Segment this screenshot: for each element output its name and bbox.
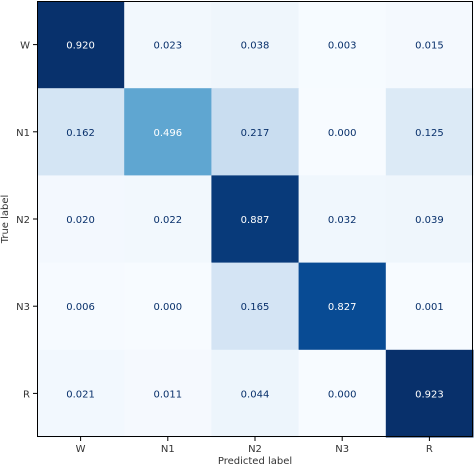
y-axis-label: True label bbox=[0, 195, 11, 245]
heatmap-cell-value: 0.000 bbox=[328, 128, 357, 139]
heatmap-cells bbox=[37, 1, 474, 438]
heatmap-cell-value: 0.827 bbox=[328, 302, 357, 313]
heatmap-cell bbox=[211, 349, 300, 438]
heatmap-cell-value: 0.022 bbox=[153, 215, 182, 226]
heatmap-cell bbox=[385, 1, 474, 89]
heatmap-cell-value: 0.006 bbox=[66, 302, 95, 313]
heatmap-cell-value: 0.011 bbox=[153, 389, 182, 400]
heatmap-cell bbox=[385, 175, 474, 264]
heatmap-cell-value: 0.001 bbox=[415, 302, 444, 313]
heatmap-cell bbox=[385, 88, 474, 176]
heatmap-cell-value: 0.000 bbox=[328, 389, 357, 400]
heatmap-cell bbox=[211, 175, 300, 264]
heatmap-cell-value: 0.038 bbox=[241, 41, 270, 52]
heatmap-cell bbox=[298, 88, 387, 176]
heatmap-cell-value: 0.039 bbox=[415, 215, 444, 226]
x-tick-label: R bbox=[426, 444, 433, 455]
heatmap-cell-value: 0.015 bbox=[415, 41, 444, 52]
heatmap-cell bbox=[124, 349, 212, 438]
x-axis-ticks: W N1 N2 N3 R bbox=[76, 437, 433, 455]
heatmap-cell bbox=[124, 262, 212, 351]
heatmap-cell bbox=[37, 262, 125, 351]
heatmap-cell bbox=[124, 1, 212, 89]
heatmap-cell bbox=[124, 175, 212, 264]
y-axis-ticks: W N1 N2 N3 R bbox=[16, 41, 37, 400]
heatmap-cell-value: 0.162 bbox=[66, 128, 95, 139]
heatmap-cell bbox=[124, 88, 212, 176]
heatmap-cell-value: 0.032 bbox=[328, 215, 357, 226]
heatmap-cell bbox=[37, 1, 125, 89]
heatmap-cell-value: 0.165 bbox=[241, 302, 270, 313]
heatmap-cell bbox=[298, 175, 387, 264]
y-tick-label: N3 bbox=[16, 302, 30, 313]
heatmap-cell bbox=[298, 262, 387, 351]
y-tick-label: W bbox=[20, 41, 30, 52]
heatmap-cell bbox=[298, 1, 387, 89]
y-tick-label: N2 bbox=[16, 215, 30, 226]
heatmap-cell-value: 0.125 bbox=[415, 128, 444, 139]
heatmap-cell-value: 0.887 bbox=[241, 215, 270, 226]
y-tick-label: R bbox=[23, 389, 30, 400]
x-tick-label: W bbox=[76, 444, 86, 455]
heatmap-cell-value: 0.923 bbox=[415, 389, 444, 400]
heatmap-cell-value: 0.023 bbox=[153, 41, 182, 52]
heatmap-cell-value: 0.920 bbox=[66, 41, 95, 52]
heatmap-cell bbox=[298, 349, 387, 438]
x-axis-label: Predicted label bbox=[218, 456, 292, 466]
heatmap-cell bbox=[37, 349, 125, 438]
heatmap-value-labels: 0.920 0.023 0.038 0.003 0.015 0.162 0.496 0.217… bbox=[66, 41, 443, 401]
heatmap-cell bbox=[211, 1, 300, 89]
heatmap-cell-value: 0.020 bbox=[66, 215, 95, 226]
y-tick-label: N1 bbox=[16, 128, 30, 139]
heatmap-cell bbox=[211, 262, 300, 351]
heatmap-cell-value: 0.021 bbox=[66, 389, 95, 400]
heatmap-cell-value: 0.217 bbox=[241, 128, 270, 139]
heatmap-cell bbox=[385, 349, 474, 438]
heatmap-cell-value: 0.003 bbox=[328, 41, 357, 52]
x-tick-label: N3 bbox=[335, 444, 349, 455]
plot-frame bbox=[37, 1, 473, 437]
heatmap-cell bbox=[385, 262, 474, 351]
heatmap-cell-value: 0.000 bbox=[153, 302, 182, 313]
heatmap-cell bbox=[211, 88, 300, 176]
heatmap-cell-value: 0.044 bbox=[241, 389, 270, 400]
x-tick-label: N2 bbox=[248, 444, 262, 455]
heatmap-cell bbox=[37, 175, 125, 264]
heatmap-cell-value: 0.496 bbox=[153, 128, 182, 139]
heatmap-cell bbox=[37, 88, 125, 176]
x-tick-label: N1 bbox=[161, 444, 175, 455]
